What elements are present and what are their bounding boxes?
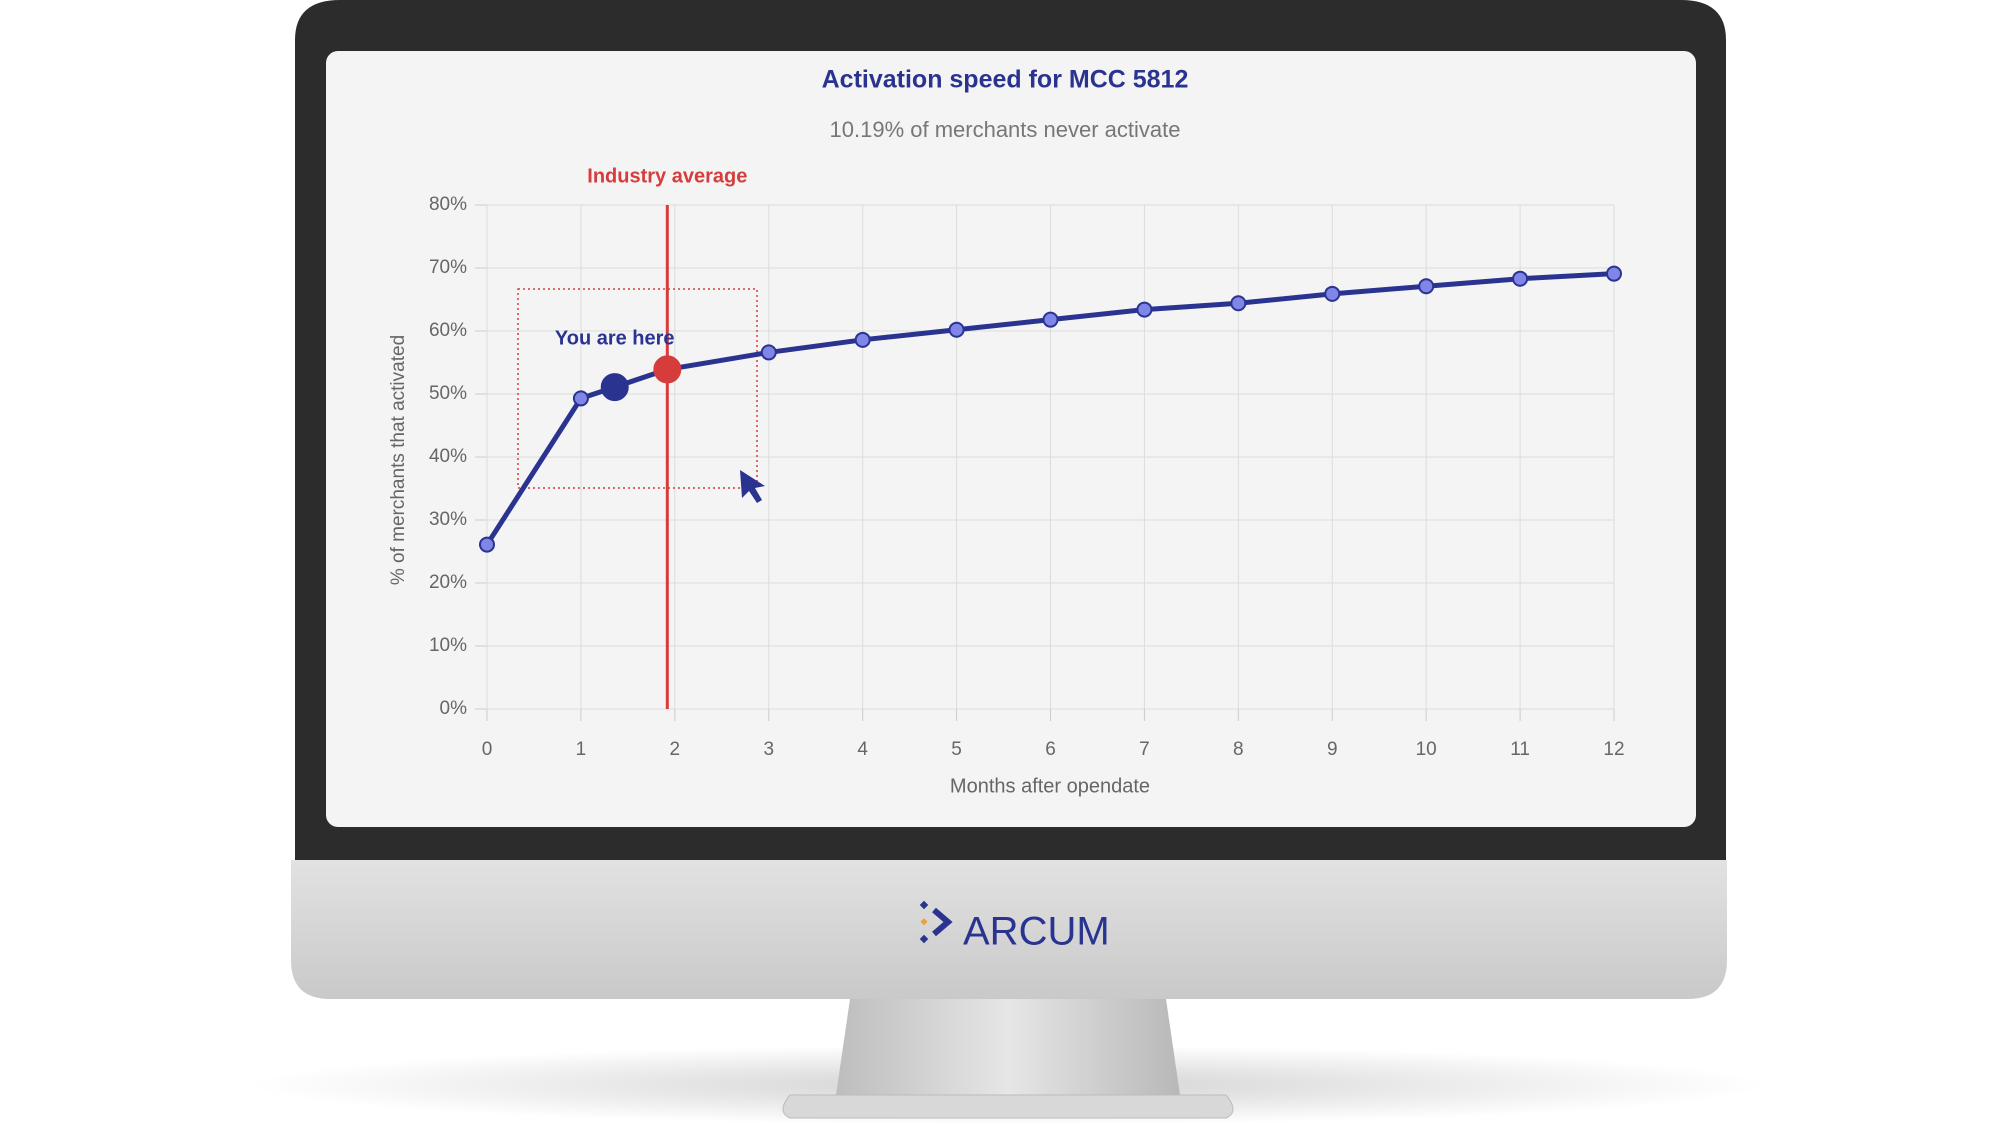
- data-point: [1324, 285, 1341, 302]
- data-point: [1042, 311, 1059, 328]
- logo-dot: [919, 900, 929, 910]
- x-tick-label: 2: [670, 739, 681, 760]
- x-tick-label: 0: [482, 739, 493, 760]
- x-tick-label: 9: [1327, 739, 1338, 760]
- x-tick-label: 12: [1603, 739, 1624, 760]
- chart-subtitle: 10.19% of merchants never activate: [830, 117, 1181, 142]
- cursor: [740, 470, 765, 503]
- y-tick-label: 50%: [429, 383, 467, 404]
- data-point: [479, 536, 495, 553]
- data-point: [1418, 278, 1435, 295]
- x-tick-label: 10: [1416, 739, 1437, 760]
- y-tick-label: 0%: [440, 698, 468, 719]
- y-tick-label: 60%: [429, 320, 467, 341]
- logo-dot: [920, 918, 928, 926]
- data-point: [1136, 301, 1153, 318]
- monitor-chin: [291, 860, 1727, 999]
- screen: [326, 51, 1696, 827]
- data-point: [572, 390, 589, 407]
- x-axis-title: Months after opendate: [950, 775, 1150, 797]
- y-tick-label: 80%: [429, 194, 467, 215]
- data-point: [1512, 270, 1529, 287]
- x-tick-label: 7: [1139, 739, 1150, 760]
- highlight-point: [600, 373, 629, 402]
- annotation-label: You are here: [555, 327, 675, 349]
- x-tick-label: 1: [576, 739, 587, 760]
- y-tick-label: 10%: [429, 635, 467, 656]
- annotation-label: Industry average: [587, 165, 747, 187]
- y-tick-label: 70%: [429, 257, 467, 278]
- plot: 0%10%20%30%40%50%60%70%80%0 1 2 3 4 5 6 7 8 9 10 11…: [429, 165, 1625, 760]
- stand-neck: [836, 999, 1180, 1095]
- y-tick-label: 40%: [429, 446, 467, 467]
- logo: ARCUM: [919, 900, 1110, 954]
- data-point: [948, 321, 965, 338]
- data-point: [760, 344, 777, 361]
- data-point: [1606, 265, 1622, 282]
- chart-title: Activation speed for MCC 5812: [822, 66, 1189, 94]
- logo-mark: [932, 907, 953, 937]
- highlight-point: [653, 355, 682, 384]
- x-tick-label: 3: [763, 739, 774, 760]
- brand: ARCUM: [963, 910, 1110, 954]
- x-tick-label: 6: [1045, 739, 1056, 760]
- highlight-box: [517, 288, 758, 489]
- y-tick-label: 20%: [429, 572, 467, 593]
- data-point: [1230, 295, 1247, 312]
- x-tick-label: 11: [1510, 739, 1530, 760]
- x-tick-label: 4: [857, 739, 868, 760]
- y-axis-title: % of merchants that activated: [388, 335, 409, 585]
- logo-dot: [919, 934, 929, 944]
- y-tick-label: 30%: [429, 509, 467, 530]
- stand-base: [782, 1094, 1234, 1119]
- data-point: [854, 331, 871, 348]
- x-tick-label: 5: [951, 739, 962, 760]
- x-tick-label: 8: [1233, 739, 1244, 760]
